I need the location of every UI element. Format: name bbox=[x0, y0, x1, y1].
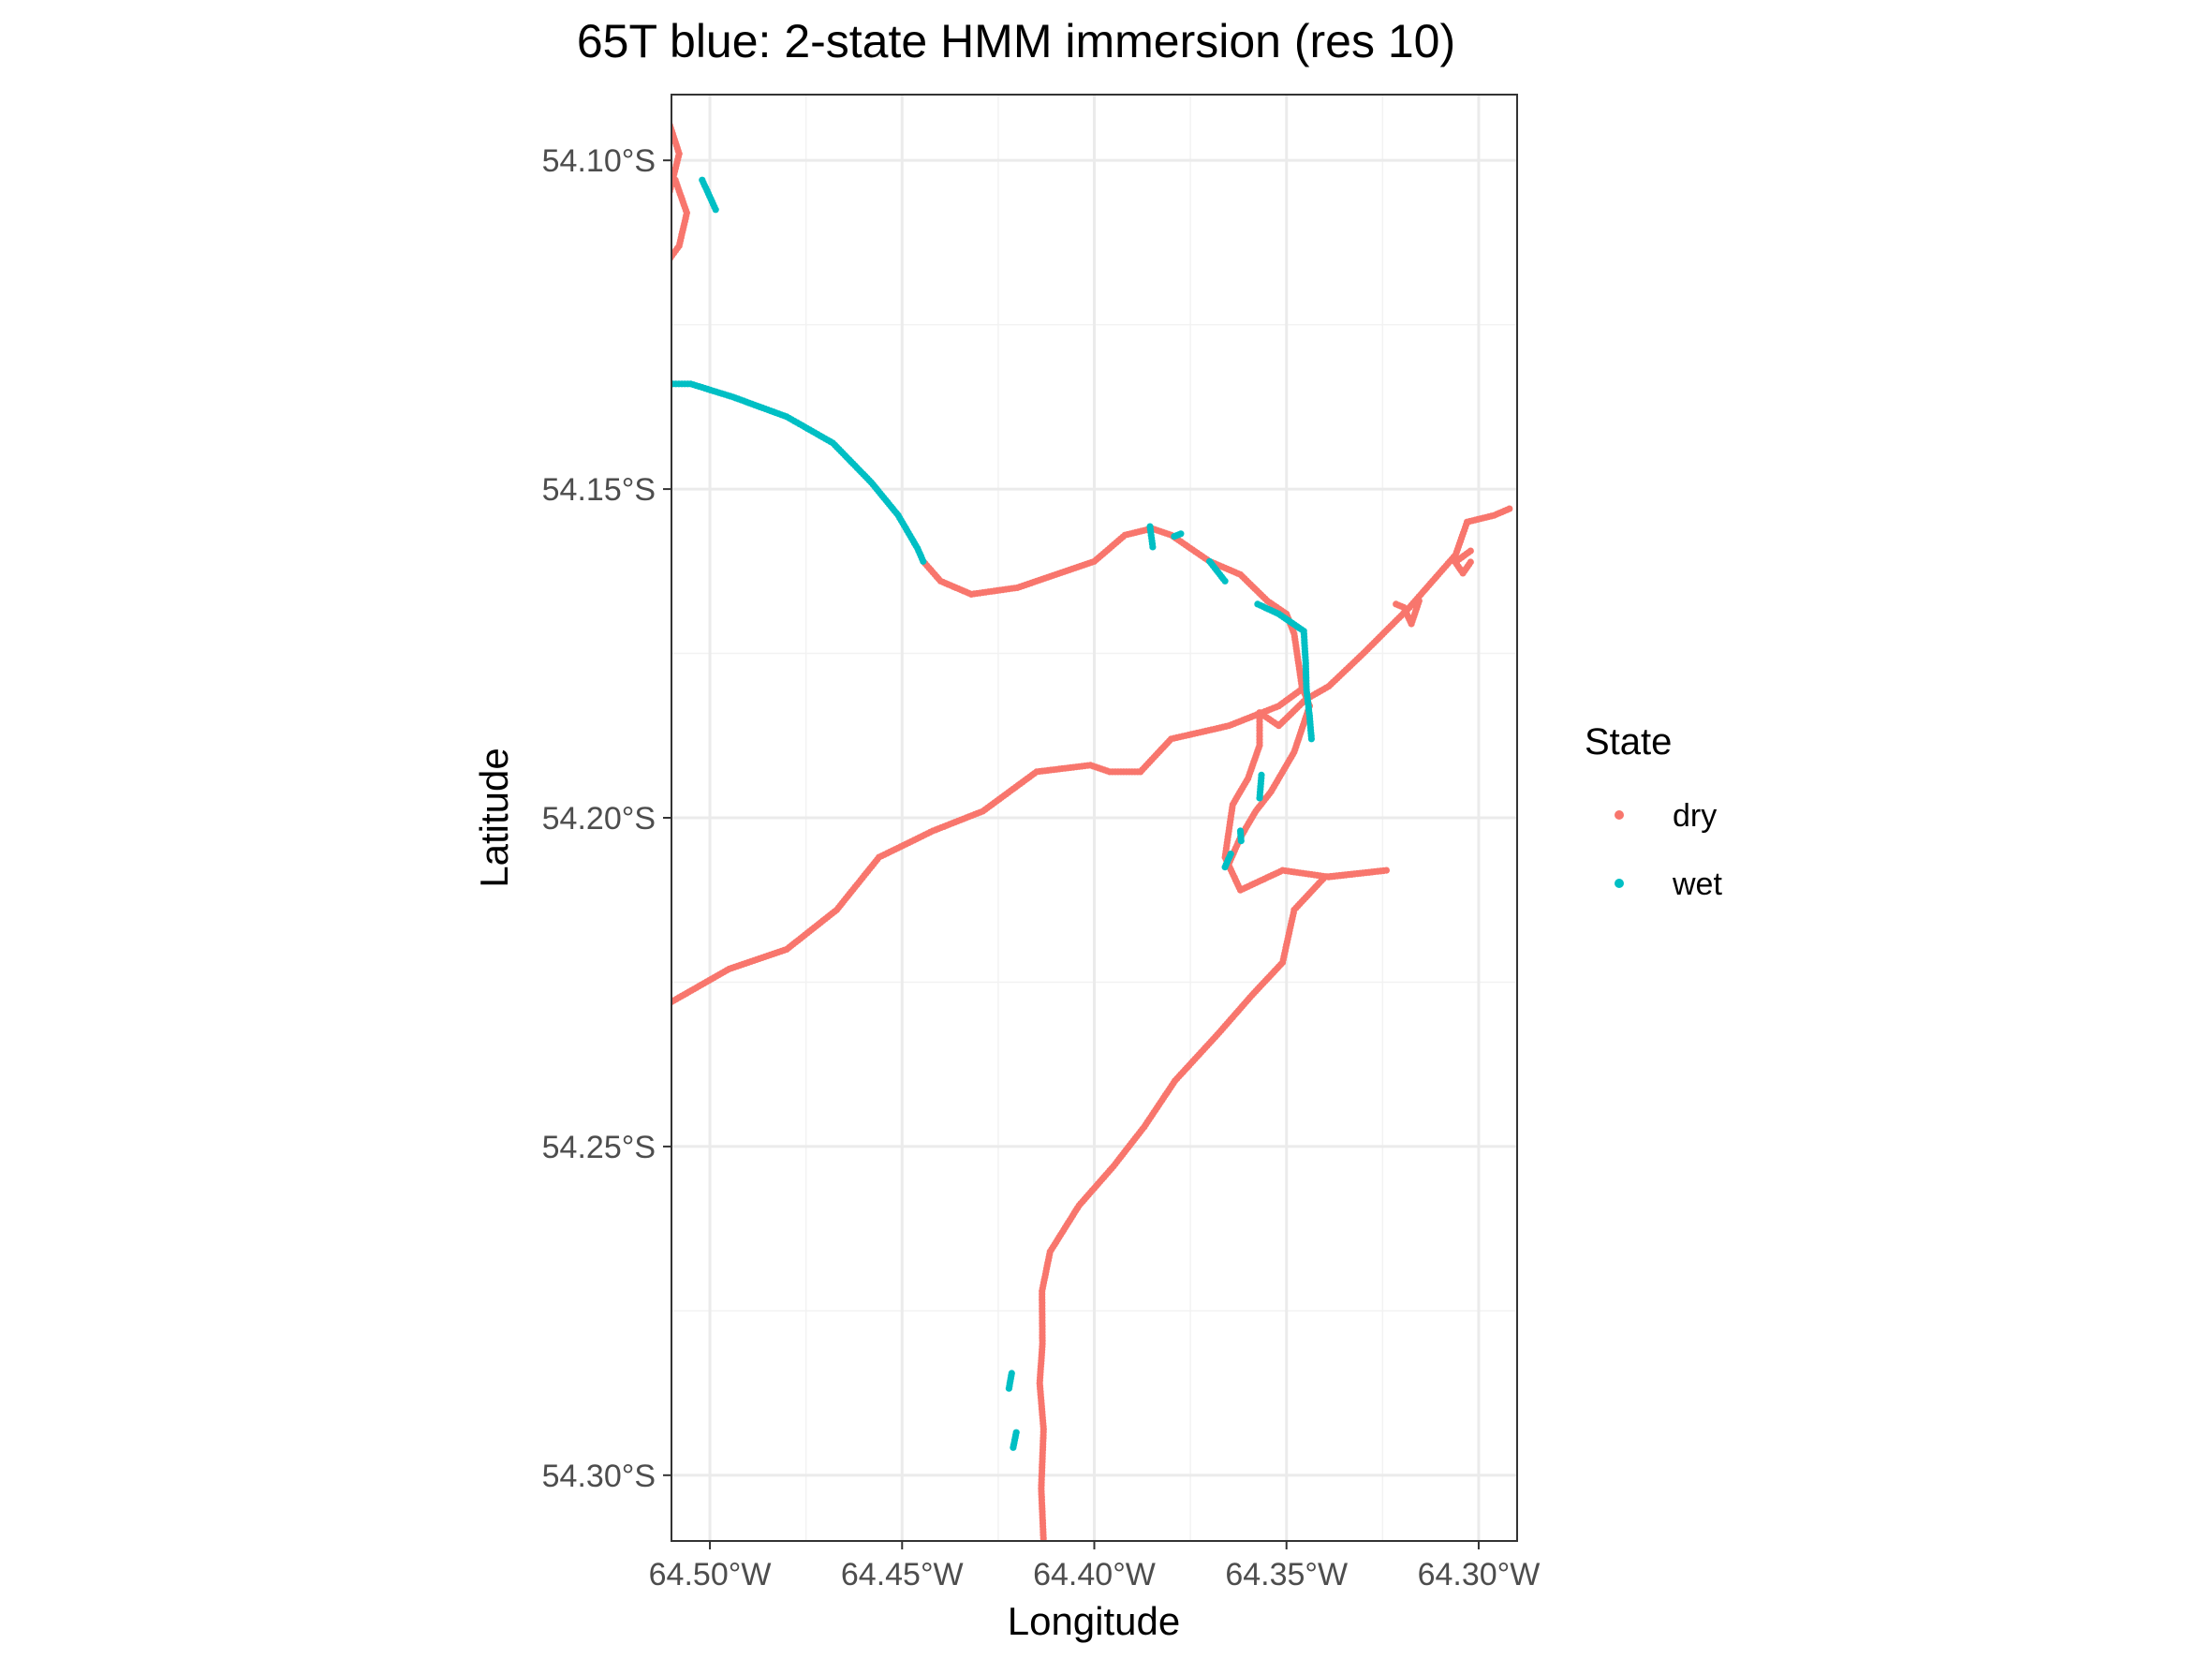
track-point-dry bbox=[661, 105, 668, 111]
x-tick-label: 64.50°W bbox=[649, 1557, 772, 1592]
track-point-wet bbox=[1221, 577, 1229, 585]
track-point-wet bbox=[712, 206, 719, 214]
y-tick-label: 54.25°S bbox=[542, 1130, 656, 1165]
track-point-dry bbox=[662, 261, 669, 268]
track-point-dry bbox=[658, 96, 665, 103]
track-point-dry bbox=[664, 202, 671, 209]
track-point-dry bbox=[664, 114, 671, 121]
y-tick-label: 54.10°S bbox=[542, 143, 656, 179]
track-point-wet bbox=[1177, 530, 1185, 538]
track-point-dry bbox=[663, 208, 670, 215]
track-point-wet bbox=[1237, 837, 1245, 845]
track-point-wet bbox=[1149, 543, 1157, 551]
grid bbox=[671, 95, 1517, 1541]
track-point-wet bbox=[1221, 864, 1229, 871]
track-point-dry bbox=[662, 108, 669, 114]
y-tick-label: 54.30°S bbox=[542, 1459, 656, 1494]
track-point-dry bbox=[659, 251, 666, 258]
track-point-dry bbox=[662, 225, 669, 231]
track-point-dry bbox=[664, 259, 671, 266]
legend-label-dry: dry bbox=[1673, 798, 1717, 834]
track-point-dry bbox=[1467, 547, 1474, 555]
track-point-dry bbox=[663, 211, 670, 217]
track-point-wet bbox=[655, 380, 661, 387]
x-tick-label: 64.30°W bbox=[1418, 1557, 1541, 1592]
track-point-dry bbox=[661, 237, 668, 244]
track-point-dry bbox=[659, 248, 666, 255]
track-point-dry bbox=[656, 269, 663, 275]
track-point-dry bbox=[664, 205, 671, 212]
track-point-dry bbox=[659, 99, 666, 106]
legend-key-dry bbox=[1615, 810, 1624, 820]
track-point-dry bbox=[658, 266, 665, 273]
track-point-dry bbox=[664, 197, 671, 203]
x-tick-label: 64.45°W bbox=[841, 1557, 964, 1592]
chart-title: 65T blue: 2-state HMM immersion (res 10) bbox=[577, 15, 1455, 67]
track-point-wet bbox=[1307, 735, 1315, 743]
x-tick-label: 64.35°W bbox=[1225, 1557, 1348, 1592]
track-point-dry bbox=[663, 214, 670, 220]
track-point-wet bbox=[1256, 794, 1263, 802]
track-point-wet bbox=[1005, 1385, 1012, 1392]
track-point-dry bbox=[656, 91, 663, 97]
track-point-wet bbox=[652, 380, 658, 387]
track-point-wet bbox=[657, 380, 664, 387]
track-point-dry bbox=[1393, 600, 1400, 608]
track-point-dry bbox=[660, 240, 667, 246]
track-point-dry bbox=[1506, 505, 1513, 512]
track-point-dry bbox=[658, 257, 665, 263]
y-tick-label: 54.20°S bbox=[542, 801, 656, 837]
track-point-dry bbox=[662, 219, 669, 226]
legend-key-wet bbox=[1615, 879, 1624, 888]
legend-title: State bbox=[1585, 721, 1672, 763]
track-point-dry bbox=[663, 216, 670, 223]
track-point-dry bbox=[657, 94, 664, 100]
legend-label-wet: wet bbox=[1672, 867, 1722, 902]
track-point-wet bbox=[1010, 1444, 1017, 1451]
y-axis: 54.10°S 54.15°S 54.20°S 54.25°S 54.30°S bbox=[542, 143, 671, 1494]
track-point-dry bbox=[671, 176, 679, 184]
x-axis: 64.50°W 64.45°W 64.40°W 64.35°W 64.30°W bbox=[649, 1541, 1541, 1592]
track-point-dry bbox=[662, 229, 669, 235]
track-point-dry bbox=[658, 254, 665, 260]
track-point-dry bbox=[660, 102, 667, 109]
track-point-wet bbox=[649, 380, 656, 387]
track-point-dry bbox=[660, 264, 667, 271]
track-point-dry bbox=[661, 231, 668, 238]
track-point-dry bbox=[663, 111, 670, 118]
x-axis-title: Longitude bbox=[1008, 1599, 1181, 1643]
track-point-dry bbox=[664, 200, 671, 206]
x-tick-label: 64.40°W bbox=[1033, 1557, 1156, 1592]
track-point-dry bbox=[660, 243, 667, 249]
track-point-dry bbox=[657, 266, 664, 273]
series-wet bbox=[649, 176, 1315, 1451]
track-point-dry bbox=[658, 260, 665, 267]
track-point-dry bbox=[661, 234, 668, 241]
y-axis-title: Latitude bbox=[472, 748, 516, 887]
data-marks bbox=[649, 91, 1513, 1541]
track-point-dry bbox=[657, 263, 664, 270]
track-point-wet bbox=[664, 380, 671, 387]
track-point-dry bbox=[660, 245, 667, 252]
y-tick-label: 54.15°S bbox=[542, 472, 656, 508]
track-point-wet bbox=[920, 557, 927, 565]
track-point-wet bbox=[661, 380, 668, 387]
legend: State dry wet bbox=[1585, 721, 1722, 902]
track-point-dry bbox=[662, 222, 669, 229]
